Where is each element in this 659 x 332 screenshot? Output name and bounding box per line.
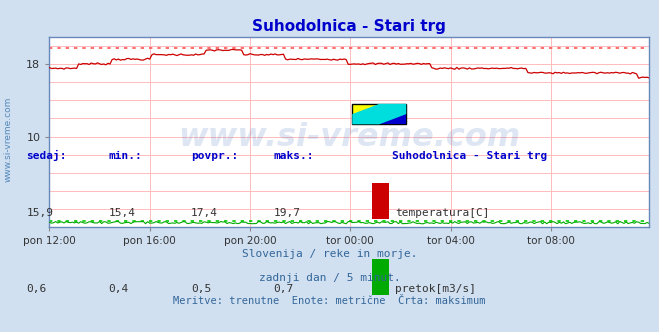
Text: zadnji dan / 5 minut.: zadnji dan / 5 minut. (258, 273, 401, 283)
Text: Suhodolnica - Stari trg: Suhodolnica - Stari trg (392, 151, 548, 161)
Text: Meritve: trenutne  Enote: metrične  Črta: maksimum: Meritve: trenutne Enote: metrične Črta: … (173, 296, 486, 306)
Title: Suhodolnica - Stari trg: Suhodolnica - Stari trg (252, 19, 446, 34)
Text: pretok[m3/s]: pretok[m3/s] (395, 284, 476, 294)
Text: 0,5: 0,5 (191, 284, 212, 294)
Text: 15,9: 15,9 (26, 208, 53, 218)
Text: maks.:: maks.: (273, 151, 314, 161)
Text: Slovenija / reke in morje.: Slovenija / reke in morje. (242, 249, 417, 259)
Text: temperatura[C]: temperatura[C] (395, 208, 490, 218)
Text: 15,4: 15,4 (109, 208, 136, 218)
Text: www.si-vreme.com: www.si-vreme.com (178, 122, 521, 153)
Text: 17,4: 17,4 (191, 208, 218, 218)
Text: 0,4: 0,4 (109, 284, 129, 294)
Text: sedaj:: sedaj: (26, 150, 67, 161)
Text: min.:: min.: (109, 151, 142, 161)
Text: povpr.:: povpr.: (191, 151, 239, 161)
Text: 0,7: 0,7 (273, 284, 294, 294)
Text: 19,7: 19,7 (273, 208, 301, 218)
Text: www.si-vreme.com: www.si-vreme.com (3, 97, 13, 182)
Text: 0,6: 0,6 (26, 284, 47, 294)
